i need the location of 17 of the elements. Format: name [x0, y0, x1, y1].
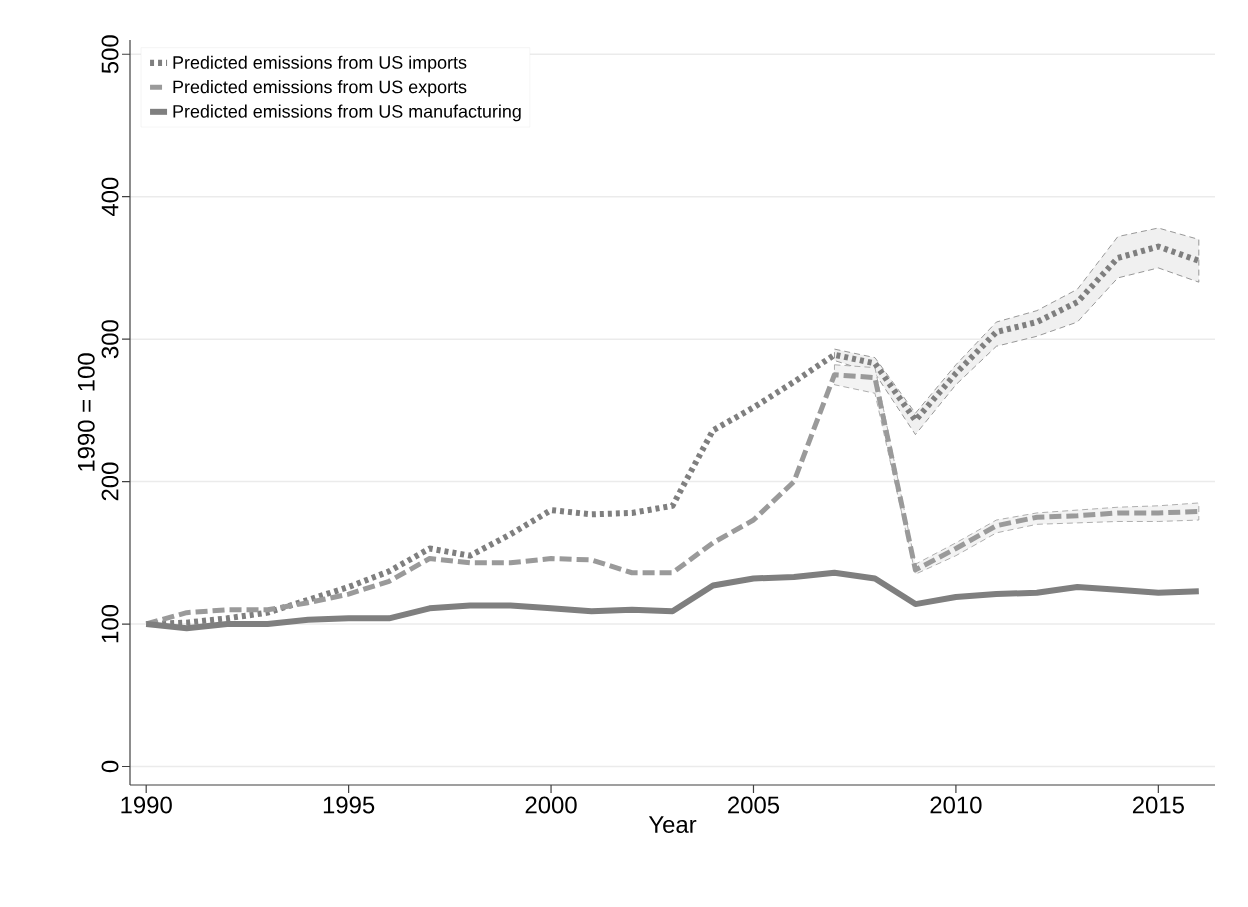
x-axis-title: Year	[648, 816, 697, 833]
y-tick-label: 400	[101, 177, 119, 217]
x-tick-label: 1995	[323, 796, 375, 814]
x-tick-label: 1990	[121, 796, 172, 814]
y-tick-label: 100	[101, 605, 119, 643]
y-tick-label: 200	[101, 462, 119, 501]
y-axis-title: 1990 = 100	[77, 353, 95, 471]
legend-label: Predicted emissions from US imports	[173, 55, 467, 73]
x-tick-label: 2015	[1132, 796, 1184, 814]
x-tick-label: 2010	[930, 796, 982, 814]
legend-label: Predicted emissions from US manufacturing	[173, 104, 521, 122]
y-tick-label: 0	[101, 760, 119, 773]
x-tick-label: 2000	[525, 796, 577, 814]
y-tick-label: 300	[101, 320, 119, 359]
legend-label: Predicted emissions from US exports	[173, 80, 467, 97]
x-tick-label: 2005	[728, 796, 780, 814]
y-tick-label: 500	[101, 35, 119, 74]
